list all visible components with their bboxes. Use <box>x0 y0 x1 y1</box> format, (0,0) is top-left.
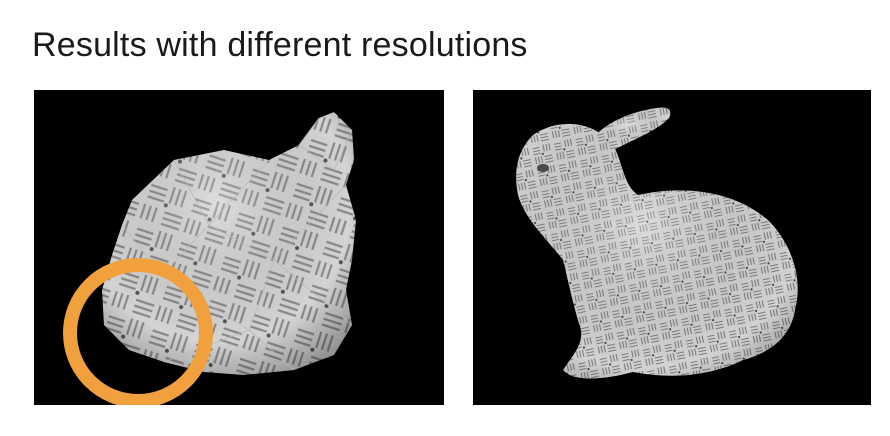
highlight-circle <box>63 258 213 405</box>
low-resolution-bunny-render <box>63 112 356 405</box>
low-resolution-result-image <box>34 90 444 405</box>
high-resolution-result-image <box>473 90 871 405</box>
fine-bunny-mesh <box>516 107 798 379</box>
coarse-bunny-mesh <box>102 112 356 375</box>
slide-title: Results with different resolutions <box>32 26 528 64</box>
high-resolution-bunny-render <box>516 107 798 379</box>
